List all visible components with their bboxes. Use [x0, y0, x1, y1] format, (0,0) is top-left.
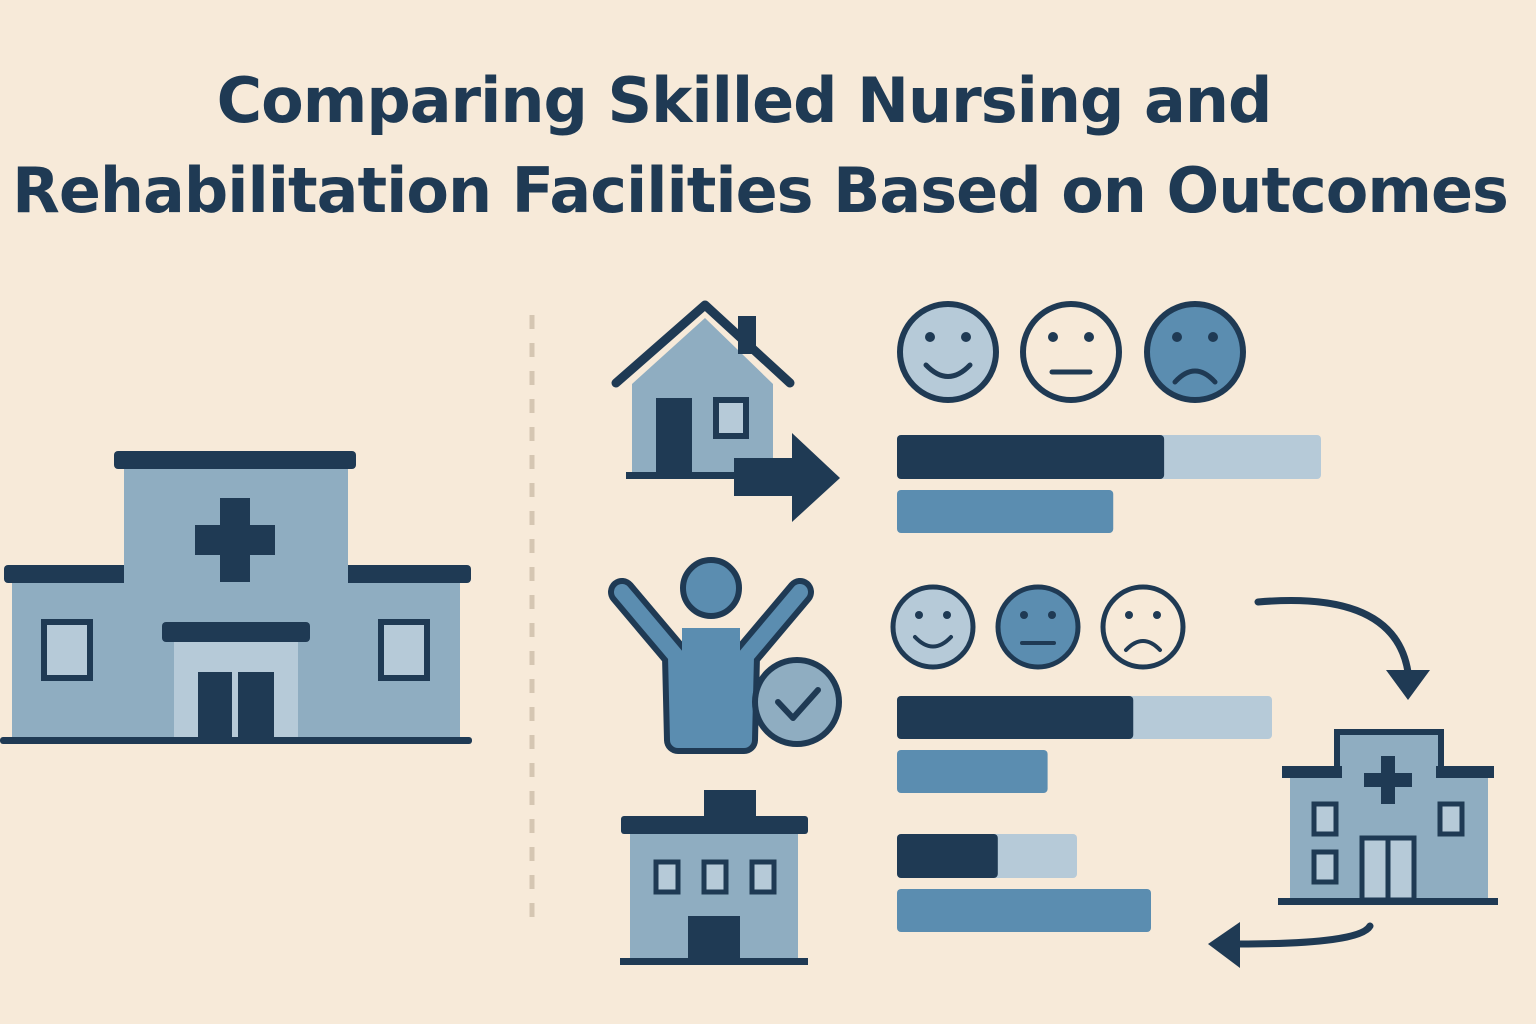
neutral-face-icon [1020, 301, 1122, 403]
happy-face-icon [897, 301, 999, 403]
bar-secondary [897, 490, 1114, 533]
bar-group-1 [897, 435, 1321, 533]
neutral-face-icon [995, 584, 1081, 670]
title-line-1: Comparing Skilled Nursing and [216, 64, 1273, 137]
readmission-arrow-icon [1254, 596, 1430, 700]
bar-primary [897, 834, 998, 878]
bar-group-2 [897, 696, 1272, 793]
sad-face-icon [1144, 301, 1246, 403]
bar-group-3 [897, 834, 1151, 932]
facility-building-icon [620, 790, 808, 965]
bar-secondary [897, 750, 1048, 793]
hospital-icon [0, 451, 472, 744]
patient-recovered-icon [608, 557, 814, 754]
return-arrow-icon [1208, 922, 1374, 968]
bar-primary [897, 696, 1134, 739]
title-line-2: Rehabilitation Facilities Based on Outco… [12, 154, 1509, 227]
check-circle-icon [752, 657, 842, 747]
happy-face-icon [890, 584, 976, 670]
sad-face-icon [1100, 584, 1186, 670]
bar-primary [897, 435, 1165, 479]
house-discharge-icon [611, 300, 840, 522]
bar-secondary [897, 889, 1151, 932]
small-hospital-icon [1278, 729, 1498, 905]
